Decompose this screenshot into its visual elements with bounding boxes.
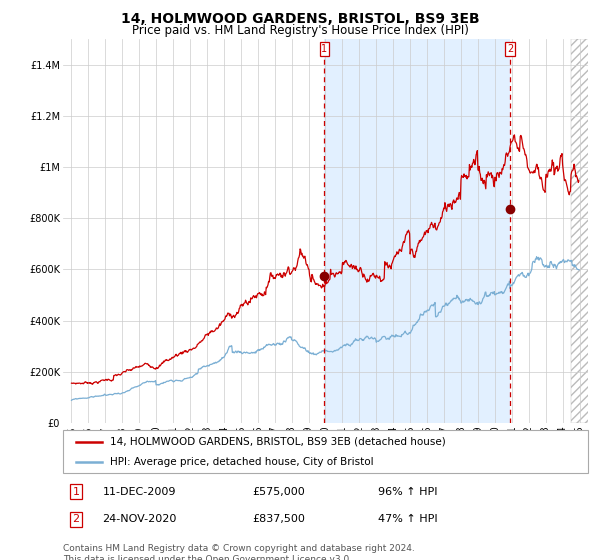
- Text: £837,500: £837,500: [252, 515, 305, 525]
- Text: 2: 2: [507, 44, 513, 54]
- Text: Price paid vs. HM Land Registry's House Price Index (HPI): Price paid vs. HM Land Registry's House …: [131, 24, 469, 37]
- Text: 1: 1: [322, 44, 328, 54]
- Text: 96% ↑ HPI: 96% ↑ HPI: [378, 487, 437, 497]
- Text: 14, HOLMWOOD GARDENS, BRISTOL, BS9 3EB: 14, HOLMWOOD GARDENS, BRISTOL, BS9 3EB: [121, 12, 479, 26]
- Text: 11-DEC-2009: 11-DEC-2009: [103, 487, 176, 497]
- Text: 2: 2: [73, 515, 80, 525]
- Text: 1: 1: [73, 487, 80, 497]
- Text: HPI: Average price, detached house, City of Bristol: HPI: Average price, detached house, City…: [110, 458, 374, 467]
- Text: 47% ↑ HPI: 47% ↑ HPI: [378, 515, 437, 525]
- Bar: [571, 39, 600, 423]
- Text: 24-NOV-2020: 24-NOV-2020: [103, 515, 177, 525]
- Text: Contains HM Land Registry data © Crown copyright and database right 2024.
This d: Contains HM Land Registry data © Crown c…: [63, 544, 415, 560]
- Text: 14, HOLMWOOD GARDENS, BRISTOL, BS9 3EB (detached house): 14, HOLMWOOD GARDENS, BRISTOL, BS9 3EB (…: [110, 437, 446, 447]
- Bar: [325, 39, 510, 423]
- Text: £575,000: £575,000: [252, 487, 305, 497]
